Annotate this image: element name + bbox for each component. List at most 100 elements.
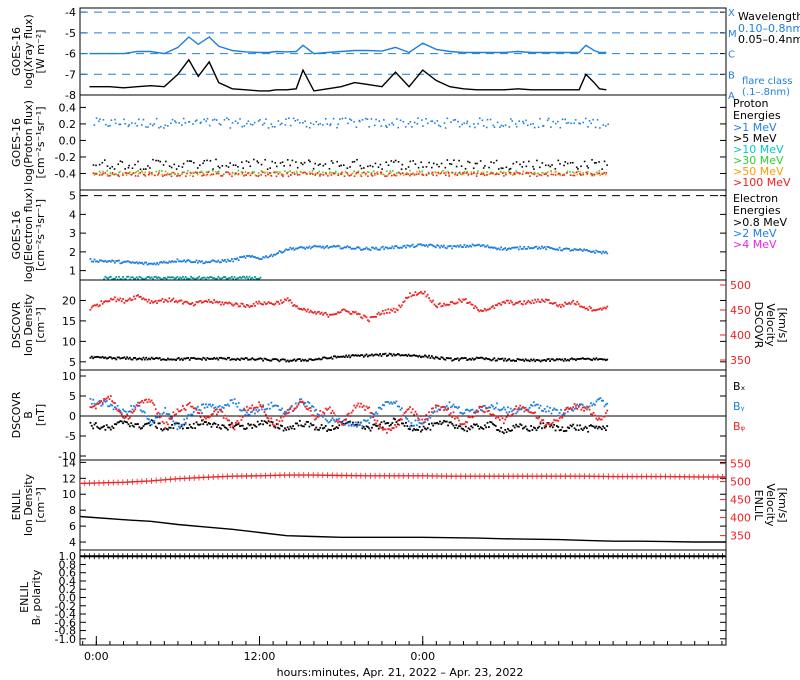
- data-point--100-MeV: [461, 172, 464, 174]
- data-point-Velocity: [451, 300, 454, 303]
- data-point-Velocity: [428, 297, 430, 300]
- data-point--100-MeV: [107, 175, 109, 177]
- data-point--5-MeV: [121, 161, 124, 163]
- data-point-Bz: [148, 398, 150, 401]
- data-point-Velocity: [205, 300, 207, 302]
- data-point-Bx: [216, 426, 218, 429]
- data-point--30-MeV: [289, 170, 292, 172]
- data-point-Velocity: [217, 301, 220, 304]
- data-point-Ion-Density: [324, 356, 327, 359]
- data-point-Bx: [307, 421, 309, 423]
- data-point--50-MeV: [158, 170, 161, 173]
- data-point--30-MeV: [577, 170, 579, 173]
- data-point--2-MeV: [538, 246, 541, 249]
- data-point--100-MeV: [147, 173, 150, 176]
- data-point-Bx: [196, 423, 199, 426]
- data-point-Velocity: [512, 303, 515, 306]
- series-group: [80, 553, 726, 560]
- data-point-Bx: [573, 427, 576, 430]
- data-point-Velocity: [137, 294, 139, 296]
- data-point-By: [309, 406, 312, 409]
- data-point--2-MeV: [107, 260, 109, 263]
- data-point-Velocity: [236, 303, 239, 306]
- data-point-Bz: [250, 407, 252, 410]
- data-point--1-MeV: [574, 119, 577, 121]
- data-point-Velocity: [327, 315, 330, 318]
- data-point-Bx: [564, 430, 566, 432]
- data-point--2-MeV: [103, 260, 105, 263]
- data-point-Ion-Density: [127, 357, 130, 360]
- data-point-Ion-Density: [141, 358, 143, 361]
- data-point--2-MeV: [481, 244, 483, 247]
- data-point--5-MeV: [575, 166, 578, 169]
- data-point--5-MeV: [303, 161, 306, 164]
- data-point--5-MeV: [586, 165, 588, 167]
- data-point-Bz: [237, 421, 240, 424]
- data-point--2-MeV: [561, 249, 564, 252]
- data-point-Bz: [475, 409, 478, 412]
- data-point-By: [324, 418, 327, 421]
- data-point--30-MeV: [329, 171, 331, 173]
- data-point-Bz: [490, 413, 493, 416]
- data-point--100-MeV: [521, 173, 524, 176]
- data-point--50-MeV: [522, 170, 524, 173]
- data-point--2-MeV: [376, 248, 379, 251]
- data-point-Bx: [312, 424, 315, 426]
- data-point-Bx: [449, 421, 452, 424]
- data-point--2-MeV: [127, 260, 130, 263]
- data-point--100-MeV: [202, 174, 205, 176]
- data-point-Velocity: [587, 308, 590, 311]
- data-point-Ion-Density: [327, 357, 330, 360]
- data-point--30-MeV: [253, 171, 256, 173]
- data-point-teal-baseline: [165, 277, 168, 280]
- data-point--100-MeV: [231, 175, 233, 178]
- x-tick-label: 12:00: [244, 650, 276, 663]
- data-point-teal-baseline: [133, 277, 135, 280]
- data-point-Velocity: [237, 305, 240, 308]
- data-point-Velocity: [588, 305, 591, 308]
- data-point-teal-baseline: [112, 277, 115, 280]
- y-tick-label: 15: [62, 315, 76, 328]
- data-point-Bx: [241, 424, 244, 427]
- data-point-Ion-Density: [282, 358, 285, 361]
- data-point-Ion-Density: [341, 355, 343, 358]
- data-point-Velocity: [543, 300, 546, 303]
- data-point--1-MeV: [582, 121, 585, 124]
- data-point-Ion-Density: [497, 357, 500, 360]
- data-point-Ion-Density: [473, 358, 475, 361]
- data-point--5-MeV: [405, 168, 407, 170]
- data-point--5-MeV: [203, 159, 206, 162]
- data-point--2-MeV: [395, 245, 398, 247]
- data-point--50-MeV: [254, 174, 257, 176]
- data-point--1-MeV: [502, 125, 505, 128]
- data-point--50-MeV: [116, 174, 119, 177]
- data-point-Ion-Density: [236, 357, 239, 360]
- data-point-By: [592, 402, 595, 405]
- data-point--1-MeV: [590, 122, 592, 125]
- data-point-By: [606, 402, 609, 405]
- data-point--2-MeV: [203, 262, 206, 264]
- data-point--2-MeV: [277, 252, 279, 254]
- data-point-Velocity: [114, 296, 116, 299]
- data-point--2-MeV: [426, 245, 429, 248]
- data-point-By: [414, 419, 417, 422]
- data-point-Velocity: [376, 313, 379, 315]
- data-point-Bz: [545, 423, 547, 426]
- data-point--2-MeV: [530, 247, 532, 249]
- data-point--5-MeV: [367, 165, 369, 168]
- data-point--50-MeV: [308, 170, 311, 173]
- data-point--2-MeV: [205, 260, 207, 263]
- y-tick-label: 3: [69, 227, 76, 240]
- data-point--100-MeV: [170, 175, 173, 178]
- data-point--2-MeV: [290, 248, 293, 250]
- data-point--2-MeV: [105, 261, 108, 264]
- data-point--100-MeV: [108, 175, 111, 177]
- data-point-Bx: [209, 422, 211, 425]
- data-point-Velocity: [429, 299, 432, 302]
- data-point--5-MeV: [332, 162, 334, 164]
- y-axis-label: [cm⁻³]: [34, 487, 47, 523]
- data-point--5-MeV: [152, 158, 154, 161]
- data-point-Bz: [191, 405, 194, 408]
- data-point-Velocity: [256, 302, 259, 305]
- data-point-By: [331, 417, 334, 420]
